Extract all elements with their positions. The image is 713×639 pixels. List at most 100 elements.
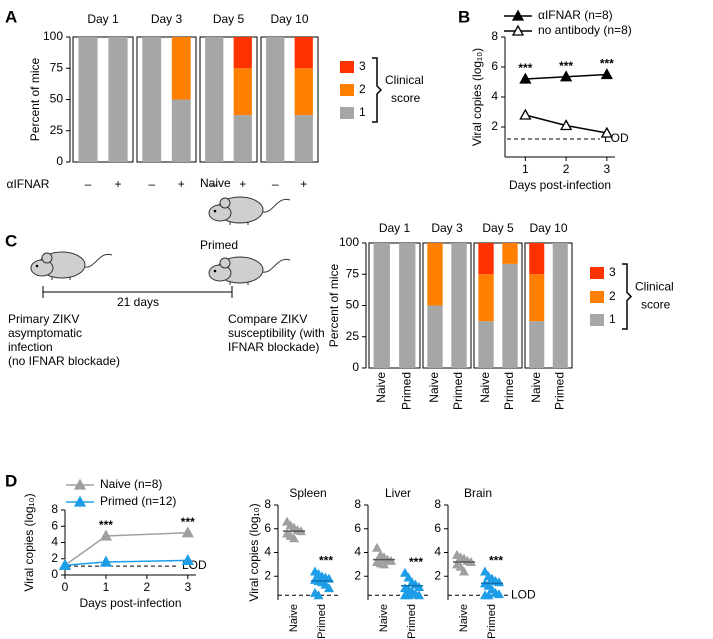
x-tick-label: Naive <box>529 372 543 403</box>
facet-title: Day 5 <box>482 221 514 235</box>
bar-segment <box>108 37 128 162</box>
x-tick-label: Primed <box>406 604 418 639</box>
y-tick-label: 4 <box>491 89 498 103</box>
legend-title: Clinical <box>385 73 424 87</box>
y-tick-label: 4 <box>51 535 58 549</box>
data-point <box>519 108 532 120</box>
data-point <box>414 590 424 600</box>
legend-marker <box>511 24 525 36</box>
y-axis-label: Percent of mice <box>28 57 42 141</box>
x-tick-label: – <box>148 177 155 191</box>
legend-label: 2 <box>609 289 616 303</box>
significance: *** <box>99 518 113 532</box>
mouse-icon <box>208 256 291 286</box>
significance: *** <box>559 59 573 73</box>
bar-segment <box>205 37 224 162</box>
y-tick-label: 8 <box>354 497 361 511</box>
legend-label: 2 <box>359 82 366 96</box>
legend-bracket <box>622 263 633 330</box>
x-tick-label: 3 <box>604 162 611 176</box>
x-axis-label: Days post-infection <box>79 596 181 610</box>
data-point <box>379 559 389 569</box>
series-line <box>64 559 188 566</box>
legend-swatch <box>590 314 604 326</box>
bar-segment <box>171 99 191 162</box>
legend-title: score <box>641 298 671 312</box>
y-tick-label: 4 <box>264 545 271 559</box>
legend-label: Naive (n=8) <box>100 477 162 491</box>
x-tick-label: Naive <box>478 372 492 403</box>
legend-swatch <box>340 107 354 119</box>
timeline <box>42 286 233 298</box>
significance: *** <box>181 515 195 529</box>
x-tick-label: 2 <box>563 162 570 176</box>
legend-label: 1 <box>609 312 616 326</box>
data-point <box>600 68 613 80</box>
y-tick-label: 25 <box>346 329 360 343</box>
legend-bracket <box>372 57 383 123</box>
bar-segment <box>233 68 252 116</box>
significance: *** <box>409 555 423 569</box>
data-point <box>560 70 573 82</box>
facet-frame <box>136 36 197 163</box>
facet-frame <box>524 242 573 369</box>
mouse-icon <box>30 251 113 281</box>
facet-title: Day 3 <box>151 12 183 26</box>
y-tick-label: 25 <box>50 123 64 137</box>
bar-segment <box>478 243 494 275</box>
y-tick-label: 0 <box>56 154 63 168</box>
legend-marker <box>73 495 87 507</box>
y-tick-label: 2 <box>434 568 441 582</box>
legend-label: 1 <box>359 105 366 119</box>
legend-marker <box>511 9 525 21</box>
bar-segment <box>478 321 494 368</box>
bar-segment <box>502 263 518 368</box>
data-point <box>99 555 113 567</box>
bar-segment <box>552 243 568 368</box>
significance: *** <box>489 554 503 568</box>
data-point <box>99 529 113 541</box>
x-tick-label: Primed <box>552 372 566 410</box>
facet-title: Day 5 <box>213 12 245 26</box>
diagram-label: Naive <box>200 176 231 190</box>
bar-segment <box>373 243 390 368</box>
x-axis-label: αIFNAR <box>7 177 50 191</box>
bar-segment <box>399 243 416 368</box>
bar-segment <box>529 274 545 322</box>
x-tick-label: – <box>272 177 279 191</box>
x-tick-label: Primed <box>486 604 498 639</box>
y-tick-label: 100 <box>339 235 359 249</box>
facet-title: Day 10 <box>529 221 567 235</box>
facet-frame <box>422 242 472 369</box>
x-tick-label: Primed <box>316 604 328 639</box>
y-tick-label: 8 <box>264 497 271 511</box>
y-tick-label: 8 <box>51 502 58 516</box>
legend-label: Primed (n=12) <box>100 494 176 508</box>
data-point <box>403 590 414 600</box>
legend-marker <box>73 478 87 490</box>
y-tick-label: 6 <box>491 59 498 73</box>
x-tick-label: Naive <box>458 604 470 632</box>
y-tick-label: 4 <box>354 545 361 559</box>
x-tick-label: + <box>178 177 185 191</box>
x-tick-label: 0 <box>62 580 69 594</box>
legend-label: αIFNAR (n=8) <box>538 8 613 22</box>
y-tick-label: 8 <box>491 29 498 43</box>
y-tick-label: 50 <box>346 298 360 312</box>
diagram-text: asymptomatic <box>8 326 82 340</box>
y-tick-label: 6 <box>51 518 58 532</box>
data-point <box>494 589 504 599</box>
y-tick-label: 6 <box>434 521 441 535</box>
facet-frame <box>368 242 421 369</box>
data-point <box>483 590 494 600</box>
legend-label: 3 <box>609 265 616 279</box>
bar-segment <box>233 115 252 162</box>
x-tick-label: + <box>300 177 307 191</box>
bar-segment <box>451 243 467 368</box>
y-axis-label: Percent of mice <box>327 263 341 347</box>
x-tick-label: Primed <box>451 372 465 410</box>
y-axis-label: Viral copies (log₁₀) <box>470 48 484 146</box>
x-tick-label: 3 <box>184 580 191 594</box>
